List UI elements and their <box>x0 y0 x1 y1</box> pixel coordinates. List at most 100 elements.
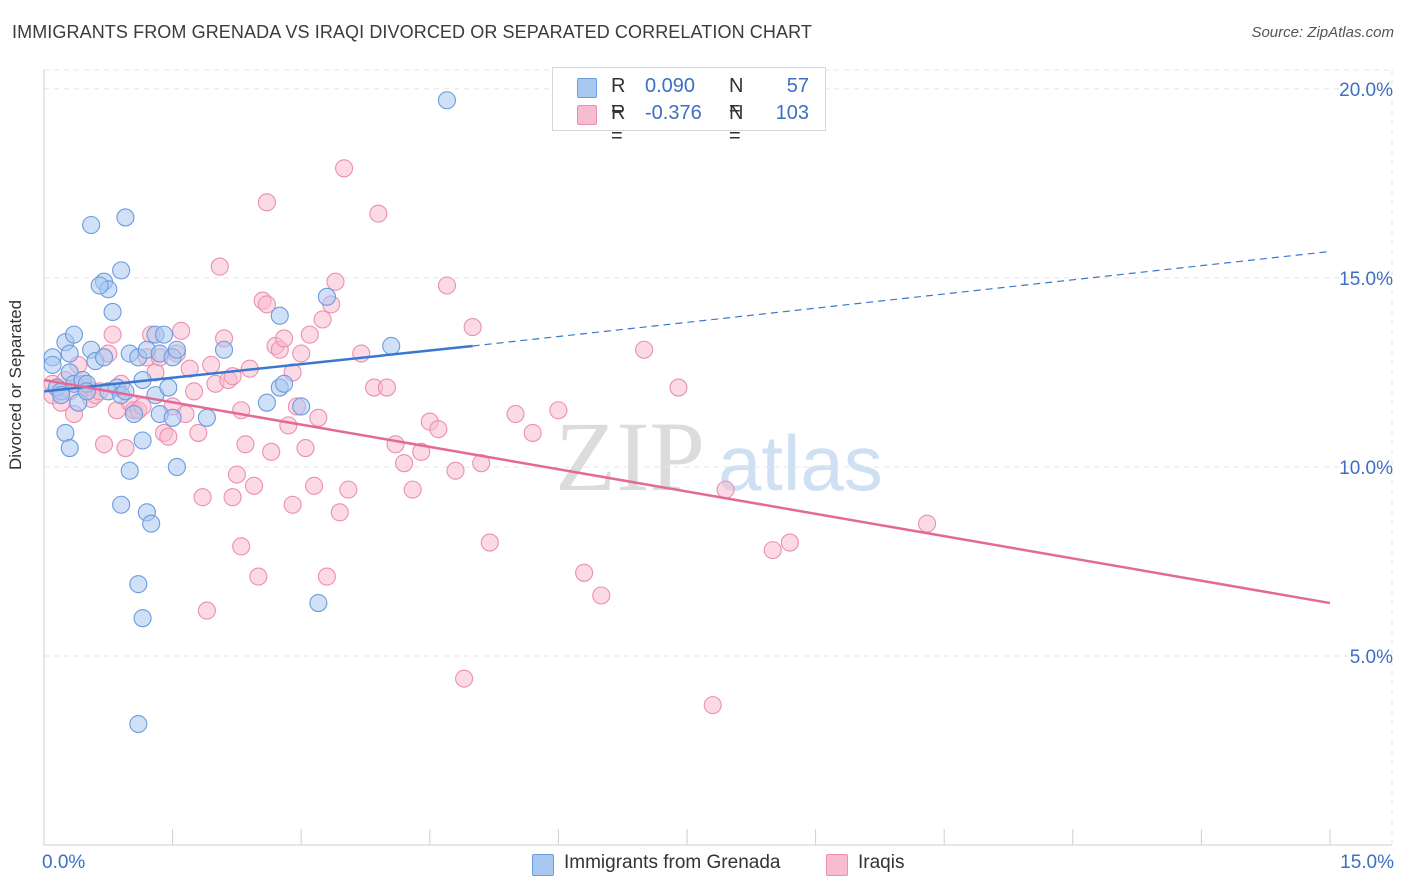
grenada-point <box>124 404 144 424</box>
iraqis-point <box>369 204 388 223</box>
iraqis-point <box>437 276 456 295</box>
iraqis-point <box>716 480 735 499</box>
bottom-legend-label-grenada: Immigrants from Grenada <box>564 852 781 873</box>
grenada-point <box>133 609 152 628</box>
axes <box>43 70 1392 846</box>
iraqis-point <box>455 669 474 688</box>
iraqis-point <box>326 272 345 291</box>
legend-n-value: 57 <box>786 75 809 97</box>
legend-swatch-grenada <box>577 78 597 98</box>
iraqis-point <box>780 533 799 552</box>
iraqis-point <box>159 427 178 446</box>
grenada-trend-line <box>43 344 473 393</box>
legend-n-label: N = <box>729 75 744 120</box>
series-grenada-points <box>43 91 456 734</box>
legend-r-label: R = <box>611 75 626 120</box>
iraqis-point <box>103 325 122 344</box>
iraqis-point <box>197 601 216 620</box>
iraqis-point <box>275 329 294 348</box>
iraqis-point <box>463 318 482 337</box>
grenada-point <box>60 344 79 363</box>
grenada-point <box>64 325 84 344</box>
grenada-point <box>120 461 139 480</box>
legend-r-value: -0.376 <box>645 102 702 124</box>
bottom-legend-label-iraqis: Iraqis <box>858 852 905 873</box>
legend-n-label: N = <box>729 102 744 147</box>
source-label: Source: ZipAtlas.com <box>1251 24 1394 41</box>
iraqis-point <box>94 435 114 454</box>
watermark-zip: ZIP <box>555 401 705 512</box>
iraqis-point <box>116 438 135 458</box>
grenada-trend-extension <box>472 250 1331 347</box>
watermark-atlas: atlas <box>718 419 883 507</box>
bottom-legend-swatch-iraqis <box>826 854 848 876</box>
y-tick-label: 20.0% <box>1339 80 1393 101</box>
y-tick-label: 10.0% <box>1339 458 1393 479</box>
grenada-point <box>317 287 336 306</box>
iraqis-point <box>575 563 594 582</box>
grenada-point <box>275 374 294 393</box>
iraqis-point <box>403 480 422 499</box>
grenada-point <box>167 340 186 359</box>
iraqis-point <box>918 514 937 533</box>
iraqis-point <box>523 423 542 442</box>
bottom-legend: Immigrants from Grenada Iraqis <box>0 852 1406 878</box>
grenada-point <box>382 336 401 356</box>
grenada-point <box>154 325 174 344</box>
grenada-point <box>60 438 79 458</box>
iraqis-point <box>549 401 568 420</box>
stats-legend: R = 0.090 N = 57 R = -0.376 N = 103 <box>552 67 826 147</box>
grenada-point <box>56 423 75 442</box>
y-tick-label: 15.0% <box>1339 269 1393 290</box>
iraqis-point <box>262 442 281 461</box>
grenada-point <box>197 408 216 427</box>
x-tick-label-max: 15.0% <box>1340 852 1394 873</box>
grenada-point <box>270 306 289 325</box>
trend-lines <box>43 250 1331 605</box>
iraqis-trend-line <box>43 378 1331 605</box>
iraqis-point <box>377 378 396 397</box>
x-tick-label-min: 0.0% <box>42 852 86 873</box>
iraqis-point <box>172 321 191 340</box>
iraqis-point <box>249 567 268 586</box>
iraqis-point <box>703 696 722 715</box>
iraqis-point <box>283 495 302 514</box>
iraqis-point <box>313 310 332 329</box>
y-tick-labels: 5.0% 10.0% 15.0% 20.0% <box>1339 80 1393 668</box>
legend-r-label: R = <box>611 102 626 147</box>
y-tick-label: 5.0% <box>1350 647 1393 668</box>
iraqis-point <box>210 257 229 276</box>
iraqis-point <box>412 442 431 461</box>
grenada-point <box>116 208 135 227</box>
iraqis-point <box>309 408 328 427</box>
legend-r-value: 0.090 <box>645 75 696 97</box>
iraqis-point <box>232 537 251 556</box>
iraqis-point <box>257 193 276 212</box>
iraqis-point <box>236 435 255 454</box>
iraqis-point <box>763 541 782 560</box>
iraqis-point <box>257 295 276 314</box>
iraqis-point <box>317 567 336 586</box>
grenada-point <box>116 382 135 401</box>
grenada-point <box>142 514 161 533</box>
iraqis-point <box>300 325 319 344</box>
grenada-point <box>214 340 234 359</box>
iraqis-point <box>339 480 358 499</box>
iraqis-point <box>244 476 264 495</box>
bottom-legend-swatch-grenada <box>532 854 554 876</box>
grenada-point <box>167 457 186 477</box>
grenada-point <box>133 431 152 450</box>
grenada-point <box>257 393 276 412</box>
grenada-point <box>82 215 101 235</box>
iraqis-point <box>193 488 212 507</box>
grenada-point <box>112 261 131 280</box>
iraqis-point <box>292 344 311 363</box>
grenada-point <box>94 348 114 367</box>
grenada-point <box>112 495 131 514</box>
iraqis-point <box>184 382 204 401</box>
grenada-point <box>292 397 311 416</box>
iraqis-point <box>335 159 354 178</box>
legend-n-value: 103 <box>775 102 809 124</box>
grenada-point <box>163 408 182 427</box>
